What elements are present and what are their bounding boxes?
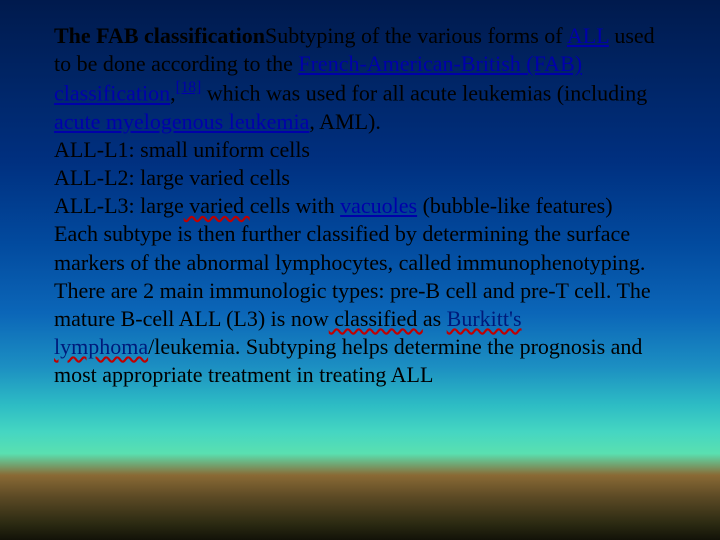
link-all[interactable]: ALL — [567, 23, 609, 48]
text: ALL-L3: large — [54, 193, 184, 218]
list-item: ALL-L3: large varied cells with vacuoles… — [54, 192, 672, 220]
text: (bubble-like features) — [417, 193, 612, 218]
list-item: ALL-L2: large varied cells — [54, 164, 672, 192]
text: treatment in treating ALL — [202, 362, 433, 387]
link-aml[interactable]: acute myelogenous leukemia — [54, 109, 309, 134]
list-item: ALL-L1: small uniform cells — [54, 136, 672, 164]
text: , AML). — [309, 109, 381, 134]
spellcheck-wavy: varied — [184, 193, 250, 218]
text: appropriate — [102, 362, 202, 387]
citation-link[interactable]: [18] — [176, 79, 202, 96]
text: Subtyping of the various forms of — [265, 23, 567, 48]
heading: The FAB classification — [54, 23, 265, 48]
slide: The FAB classificationSubtyping of the v… — [0, 0, 720, 540]
text: as — [423, 306, 447, 331]
text: which was used for all acute leukemias (… — [201, 81, 647, 106]
text: cells with — [250, 193, 340, 218]
spellcheck-wavy: classified — [329, 306, 423, 331]
link-vacuoles[interactable]: vacuoles — [340, 193, 417, 218]
slide-text: The FAB classificationSubtyping of the v… — [54, 22, 672, 389]
